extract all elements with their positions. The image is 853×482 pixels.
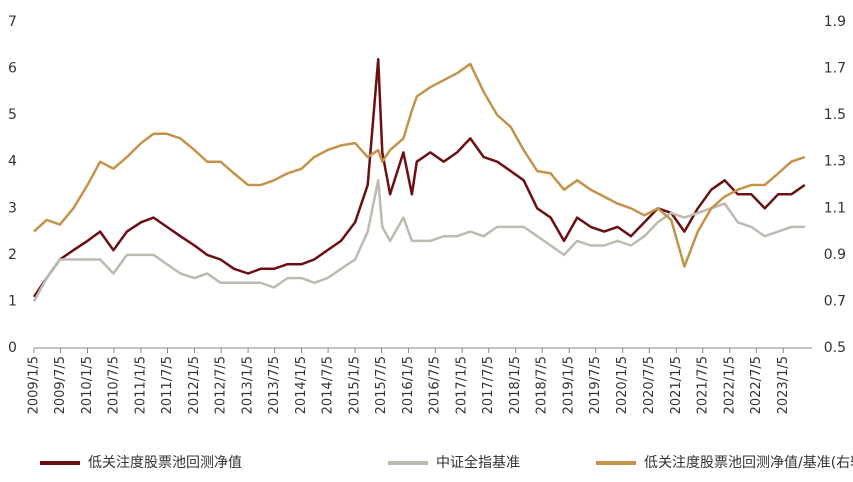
y-tick-label: 5 <box>8 107 17 123</box>
x-tick-label: 2017/1/5 <box>455 356 470 414</box>
x-tick-label: 2013/7/5 <box>267 356 282 414</box>
y-tick-label: 2 <box>8 247 17 263</box>
y2-tick-label: 0.9 <box>824 247 846 263</box>
y2-tick-label: 1.5 <box>824 107 846 123</box>
series-line <box>32 179 805 302</box>
x-tick-label: 2010/1/5 <box>80 356 95 414</box>
x-tick-label: 2022/1/5 <box>722 356 737 414</box>
x-tick-label: 2014/7/5 <box>321 356 336 414</box>
x-tick-label: 2021/1/5 <box>669 356 684 414</box>
x-tick-label: 2020/7/5 <box>642 356 657 414</box>
x-tick-label: 2018/7/5 <box>535 356 550 414</box>
y-tick-label: 7 <box>8 14 17 30</box>
x-tick-label: 2018/1/5 <box>508 356 523 414</box>
y-tick-label: 0 <box>8 340 17 356</box>
y2-tick-label: 0.5 <box>824 340 846 356</box>
y2-tick-label: 0.7 <box>824 293 846 309</box>
x-tick-label: 2011/7/5 <box>160 356 175 414</box>
legend-label: 低关注度股票池回测净值 <box>88 455 242 471</box>
y2-tick-label: 1.9 <box>824 14 846 30</box>
x-tick-label: 2013/1/5 <box>241 356 256 414</box>
x-tick-label: 2016/7/5 <box>428 356 443 414</box>
x-tick-label: 2016/1/5 <box>401 356 416 414</box>
y-tick-label: 3 <box>8 200 17 216</box>
x-tick-label: 2019/7/5 <box>588 356 603 414</box>
y-tick-label: 6 <box>8 61 17 77</box>
series-line <box>33 62 806 268</box>
x-tick-label: 2017/7/5 <box>481 356 496 414</box>
x-tick-label: 2009/7/5 <box>53 356 68 414</box>
x-tick-label: 2021/7/5 <box>695 356 710 414</box>
x-tick-label: 2009/1/5 <box>27 356 42 414</box>
x-tick-label: 2022/7/5 <box>749 356 764 414</box>
y-tick-label: 4 <box>8 154 17 170</box>
y2-tick-label: 1.1 <box>824 200 846 216</box>
x-tick-label: 2011/1/5 <box>133 356 148 414</box>
x-tick-label: 2020/1/5 <box>615 356 630 414</box>
x-tick-label: 2015/7/5 <box>374 356 389 414</box>
x-tick-label: 2014/1/5 <box>294 356 309 414</box>
legend-label: 低关注度股票池回测净值/基准(右轴) <box>644 454 853 471</box>
legend-label: 中证全指基准 <box>436 454 520 471</box>
x-tick-label: 2012/7/5 <box>214 356 229 414</box>
y-tick-label: 1 <box>8 293 17 309</box>
x-tick-label: 2015/1/5 <box>348 356 363 414</box>
x-tick-label: 2012/1/5 <box>187 356 202 414</box>
x-tick-label: 2010/7/5 <box>107 356 122 414</box>
x-tick-label: 2019/1/5 <box>562 356 577 414</box>
y2-tick-label: 1.7 <box>824 61 846 77</box>
y2-tick-label: 1.3 <box>824 154 846 170</box>
x-tick-label: 2023/1/5 <box>776 356 791 414</box>
